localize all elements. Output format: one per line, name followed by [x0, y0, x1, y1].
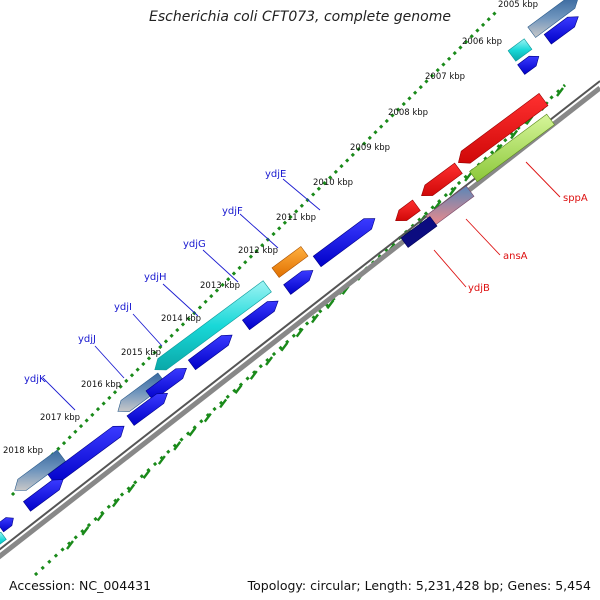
tick-mark-lower — [249, 370, 258, 380]
tick-label: 2011 kbp — [276, 213, 316, 223]
gene-arrow — [507, 38, 533, 62]
tick-label: 2018 kbp — [3, 446, 43, 456]
tick-mark-lower — [556, 87, 564, 97]
gene-arrow — [0, 531, 7, 545]
tick-mark-lower — [188, 427, 197, 437]
gene-arrow — [271, 246, 309, 278]
gene-arrow — [469, 113, 555, 183]
footer: Accession: NC_004431 Topology: circular;… — [0, 574, 600, 600]
gene-leader-line — [162, 283, 199, 317]
tick-label: 2013 kbp — [200, 281, 240, 291]
gene-label: ydjH — [144, 272, 167, 283]
tick-mark-lower — [311, 313, 319, 324]
tick-mark-lower — [219, 398, 228, 409]
gene-arrow — [312, 218, 376, 268]
gene-arrow — [154, 280, 272, 371]
tick-label: 2006 kbp — [462, 37, 502, 47]
tick-mark-lower — [326, 299, 335, 310]
tick-label: 2012 kbp — [238, 246, 278, 256]
tick-mark-lower — [464, 172, 473, 182]
label-layer: 2005 kbp 2006 kbp 2007 kbp 2008 kbp 2009 kbp… — [3, 0, 588, 456]
gene-label: ydjJ — [78, 334, 96, 345]
gene-arrow — [22, 479, 64, 512]
tick-mark-lower — [96, 511, 105, 522]
gene-label: sppA — [563, 193, 588, 204]
gene-label: ydjB — [468, 283, 490, 294]
tick-mark-lower — [127, 483, 136, 494]
tick-mark-lower — [234, 384, 243, 395]
tick-track-dots — [10, 8, 500, 497]
gene-leader-line — [465, 218, 501, 256]
tick-label: 2009 kbp — [350, 143, 390, 153]
gene-label: ydjI — [114, 302, 132, 313]
tick-mark-lower — [203, 412, 212, 423]
gene-arrow — [421, 162, 463, 197]
tick-mark-lower — [265, 356, 274, 366]
gene-label: ydjG — [183, 239, 206, 250]
gene-label: ydjF — [222, 206, 243, 217]
gene-label: ydjE — [265, 169, 286, 180]
gene-label: ansA — [503, 251, 528, 262]
backbone-outer — [0, 86, 600, 560]
tick-mark-lower — [66, 540, 74, 550]
gene-arrow — [241, 300, 279, 331]
tick-mark-lower — [111, 497, 120, 508]
gene-arrow — [543, 16, 579, 45]
gene-arrow — [126, 392, 168, 426]
gene-arrow — [283, 270, 314, 295]
tick-mark-lower — [448, 186, 457, 196]
tick-label: 2008 kbp — [388, 108, 428, 118]
tick-mark-lower — [510, 129, 519, 140]
tick-mark-lower — [173, 441, 182, 451]
gene-leader-line — [239, 213, 279, 249]
tick-mark-lower — [157, 455, 166, 465]
gene-leader-line — [433, 249, 467, 288]
gene-leader-line — [42, 377, 76, 411]
gene-arrow — [458, 92, 549, 164]
gene-label: ydjK — [24, 374, 46, 385]
gene-arrow — [14, 449, 66, 491]
gene-layer — [0, 0, 579, 545]
gene-arrow — [187, 334, 233, 371]
gene-leader-line — [94, 345, 125, 379]
tick-mark-lower — [433, 200, 442, 210]
gene-leader-line — [132, 313, 163, 347]
gene-leader-line — [202, 249, 239, 283]
gene-arrow — [0, 517, 14, 533]
tick-mark-lower — [295, 327, 304, 338]
genome-stats-text: Topology: circular; Length: 5,231,428 bp… — [247, 578, 591, 593]
accession-text: Accession: NC_004431 — [9, 578, 152, 593]
tick-mark-lower — [81, 526, 90, 536]
gene-arrow — [527, 0, 578, 38]
tick-mark-lower — [280, 342, 289, 352]
tick-label: 2017 kbp — [40, 413, 80, 423]
tick-label: 2014 kbp — [161, 314, 201, 324]
gene-arrow — [400, 216, 438, 248]
tick-track-dots-lower — [33, 83, 567, 577]
tick-label: 2007 kbp — [425, 72, 465, 82]
gene-arrow — [517, 55, 540, 75]
tick-label: 2010 kbp — [313, 178, 353, 188]
gene-leader-line — [525, 161, 561, 198]
gene-arrow — [395, 199, 421, 222]
tick-label: 2005 kbp — [498, 0, 538, 10]
tick-mark-lower — [142, 469, 151, 479]
tick-label: 2015 kbp — [121, 348, 161, 358]
gene-leader-line — [282, 178, 321, 211]
map-title: Escherichia coli CFT073, complete genome — [149, 9, 451, 25]
tick-label: 2016 kbp — [81, 380, 121, 390]
